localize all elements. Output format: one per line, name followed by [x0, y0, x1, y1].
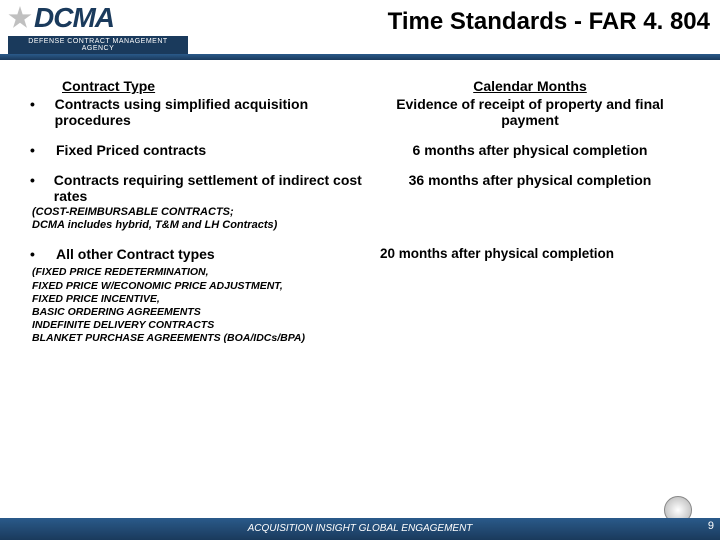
months-cell: 36 months after physical completion [370, 172, 690, 204]
table-row: •All other Contract types 20 months afte… [30, 246, 690, 262]
slide-header: DCMA DEFENSE CONTRACT MANAGEMENT AGENCY … [0, 0, 720, 60]
agency-logo: DCMA DEFENSE CONTRACT MANAGEMENT AGENCY [8, 2, 188, 54]
footer-text: ACQUISITION INSIGHT GLOBAL ENGAGEMENT [248, 523, 473, 534]
note-cost-reimbursable: (COST-REIMBURSABLE CONTRACTS; DCMA inclu… [32, 206, 690, 232]
logo-text: DCMA [34, 2, 114, 34]
note-line: DCMA includes hybrid, T&M and LH Contrac… [32, 219, 690, 232]
bullet: • [30, 96, 55, 128]
contract-type-cell: All other Contract types [56, 246, 215, 262]
logo-subtitle: DEFENSE CONTRACT MANAGEMENT AGENCY [8, 36, 188, 54]
bullet: • [30, 142, 56, 158]
note-other-types: (FIXED PRICE REDETERMINATION, FIXED PRIC… [32, 266, 690, 345]
contract-type-header: Contract Type [62, 78, 155, 94]
bullet: • [30, 246, 56, 262]
page-number: 9 [708, 515, 714, 537]
note-line: (FIXED PRICE REDETERMINATION, [32, 266, 690, 279]
table-row: •Fixed Priced contracts 6 months after p… [30, 142, 690, 158]
slide-footer: ACQUISITION INSIGHT GLOBAL ENGAGEMENT 9 [0, 518, 720, 540]
table-row: •Contracts requiring settlement of indir… [30, 172, 690, 204]
note-line: FIXED PRICE INCENTIVE, [32, 293, 690, 306]
contract-type-cell: Contracts using simplified acquisition p… [55, 96, 370, 128]
calendar-months-header: Calendar Months [473, 78, 587, 94]
page-title: Time Standards - FAR 4. 804 [388, 8, 710, 36]
note-line: BLANKET PURCHASE AGREEMENTS (BOA/IDCs/BP… [32, 332, 690, 345]
months-cell: Evidence of receipt of property and fina… [370, 96, 690, 128]
header-divider [0, 54, 720, 60]
column-headers: Contract Type Calendar Months [30, 78, 690, 96]
table-row: •Contracts using simplified acquisition … [30, 96, 690, 128]
months-cell: 6 months after physical completion [370, 142, 690, 158]
note-line: (COST-REIMBURSABLE CONTRACTS; [32, 206, 690, 219]
note-line: FIXED PRICE W/ECONOMIC PRICE ADJUSTMENT, [32, 280, 690, 293]
contract-type-cell: Contracts requiring settlement of indire… [54, 172, 370, 204]
note-line: INDEFINITE DELIVERY CONTRACTS [32, 319, 690, 332]
contract-type-cell: Fixed Priced contracts [56, 142, 206, 158]
months-cell: 20 months after physical completion [370, 246, 690, 262]
slide-content: Contract Type Calendar Months •Contracts… [0, 60, 720, 345]
bullet: • [30, 172, 54, 204]
star-icon [8, 6, 32, 30]
note-line: BASIC ORDERING AGREEMENTS [32, 306, 690, 319]
